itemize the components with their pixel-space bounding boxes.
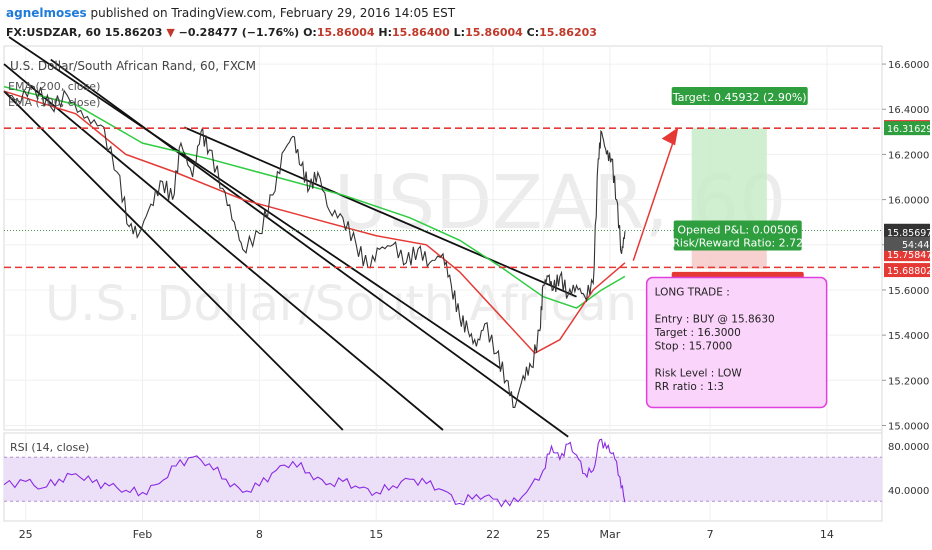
publish-info: published on TradingView.com, February 2… (86, 6, 456, 20)
chart-title: U.S. Dollar/South African Rand, 60, FXCM (10, 59, 256, 73)
high-label: H: (378, 26, 393, 39)
level-lines (4, 127, 882, 269)
projection-arrow (632, 136, 676, 261)
countdown-box (884, 236, 930, 251)
trade-info-line: Stop : 15.7000 (655, 341, 733, 353)
target-zone (691, 128, 767, 231)
trade-info-line: RR ratio : 1:3 (655, 381, 724, 393)
y-tick-label: 15.2000 (888, 376, 929, 387)
x-tick-label: 7 (707, 528, 714, 541)
indicator-label-ema200: EMA (200, close) (8, 80, 100, 93)
y-tick-label: 15.6000 (888, 286, 929, 297)
grid (4, 46, 882, 521)
rsi-tick-label: 40.0000 (888, 486, 929, 497)
target-label-text: Target: 0.45932 (2.90%) (672, 91, 807, 104)
ema-lines (3, 85, 626, 355)
trade-info-line: Target : 16.3000 (654, 327, 741, 339)
price-label-box (884, 263, 930, 278)
price-label-text: 15.75847 (887, 250, 932, 261)
rsi-line (3, 438, 626, 508)
symbol-label: FX:USDZAR, 60 (6, 26, 101, 39)
y-tick-label: 16.6000 (888, 60, 929, 71)
last-price: 15.86203 (104, 26, 163, 39)
low-label: L: (453, 26, 466, 39)
x-tick-label: 25 (19, 528, 33, 541)
x-tick-label: 22 (486, 528, 500, 541)
projection-arrowhead (661, 127, 679, 146)
ema-100-line (3, 90, 626, 355)
trend-line (50, 58, 569, 438)
trade-info-line: Risk Level : LOW (655, 368, 743, 380)
price-label-text: 15.85697 (887, 228, 932, 239)
y-tick-label: 16.2000 (888, 150, 929, 161)
x-tick-label: Feb (133, 528, 152, 541)
y-tick-label: 16.4000 (888, 105, 929, 116)
rr-label-text: Risk/Reward Ratio: 2.72 (672, 236, 803, 249)
trend-line (3, 90, 344, 431)
x-tick-label: 8 (256, 528, 263, 541)
x-tick-label: 14 (820, 528, 834, 541)
trade-info-box (645, 276, 828, 409)
target-label-box (671, 86, 808, 105)
rsi-pane: 40.0000 80.0000 (3, 438, 929, 508)
rsi-band (4, 457, 882, 502)
username-link[interactable]: agnelmoses (6, 6, 87, 20)
indicator-label-ema100: EMA (100, close) (8, 96, 100, 109)
price-change: −0.28477 (−1.76%) (178, 26, 300, 39)
open-value: 15.86004 (316, 26, 375, 39)
y-tick-label: 15.0000 (888, 421, 929, 432)
down-arrow-icon: ▼ (166, 26, 175, 39)
close-label: C: (526, 26, 540, 39)
trade-info-line: LONG TRADE : (655, 287, 730, 299)
trend-line (3, 63, 444, 431)
x-tick-label: 25 (536, 528, 550, 541)
trade-info-line: Entry : BUY @ 15.8630 (655, 314, 775, 326)
time-axis: 25 Feb 8 15 22 25 Mar 7 14 (19, 528, 834, 541)
price-label-text: 16.31629 (887, 124, 932, 135)
symbol-info-bar: FX:USDZAR, 60 15.86203 ▼ −0.28477 (−1.76… (6, 26, 597, 39)
countdown-text: 54:44 (902, 240, 929, 251)
trade-annotations: Target: 0.45932 (2.90%) Opened P&L: 0.005… (632, 86, 828, 409)
close-value: 15.86203 (539, 26, 597, 39)
high-value: 15.86400 (392, 26, 450, 39)
x-tick-label: 15 (369, 528, 383, 541)
rsi-tick-label: 80.0000 (888, 442, 929, 453)
x-tick-label: Mar (600, 528, 621, 541)
low-value: 15.86004 (465, 26, 523, 39)
price-line (3, 84, 626, 408)
trend-channel (3, 36, 577, 438)
price-label-box (884, 121, 930, 136)
y-tick-label: 16.0000 (888, 196, 929, 207)
pnl-label-box (673, 220, 802, 251)
price-label-box (884, 224, 930, 239)
price-series (3, 84, 626, 408)
pnl-label-text: Opened P&L: 0.00506 (677, 223, 798, 236)
publish-header: agnelmoses published on TradingView.com,… (6, 6, 455, 20)
y-tick-label: 15.4000 (888, 331, 929, 342)
ema-200-line (3, 85, 626, 309)
price-label-text: 15.68802 (887, 266, 932, 277)
open-label: O: (303, 26, 317, 39)
rsi-title: RSI (14, close) (10, 441, 89, 454)
price-axis: 15.000015.200015.400015.600015.800016.00… (882, 60, 932, 432)
trend-line (183, 126, 577, 298)
